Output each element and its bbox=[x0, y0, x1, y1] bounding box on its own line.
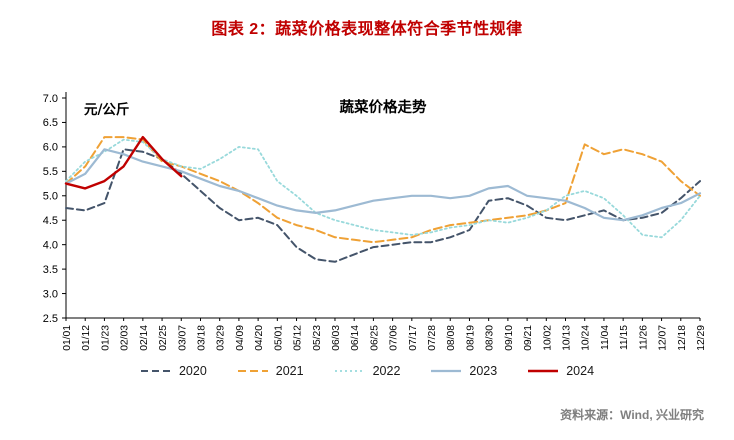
svg-text:02/25: 02/25 bbox=[158, 325, 169, 351]
svg-text:7.0: 7.0 bbox=[43, 93, 58, 105]
legend-line-sample-2020 bbox=[140, 370, 171, 372]
svg-text:05/01: 05/01 bbox=[273, 325, 284, 351]
legend-label-2021: 2021 bbox=[275, 364, 304, 378]
series-line-2021 bbox=[65, 136, 701, 244]
svg-text:6.0: 6.0 bbox=[43, 142, 58, 154]
legend-line-sample-2023 bbox=[431, 369, 462, 373]
svg-text:01/01: 01/01 bbox=[62, 325, 73, 351]
svg-text:01/12: 01/12 bbox=[81, 325, 92, 351]
svg-text:07/06: 07/06 bbox=[389, 325, 400, 351]
series-line-2022 bbox=[65, 138, 701, 239]
legend-line-sample-2024 bbox=[528, 369, 559, 373]
y-axis-unit-label: 元/公斤 bbox=[84, 101, 129, 118]
svg-text:2.5: 2.5 bbox=[43, 313, 58, 325]
svg-text:11/26: 11/26 bbox=[638, 325, 649, 350]
legend-item-2021: 2021 bbox=[237, 364, 304, 378]
svg-text:6.5: 6.5 bbox=[43, 117, 58, 129]
svg-text:12/18: 12/18 bbox=[677, 325, 688, 351]
svg-text:05/23: 05/23 bbox=[312, 325, 323, 351]
svg-text:11/15: 11/15 bbox=[619, 325, 630, 350]
svg-text:3.0: 3.0 bbox=[43, 288, 58, 300]
svg-text:10/02: 10/02 bbox=[542, 325, 553, 351]
svg-text:03/18: 03/18 bbox=[196, 325, 207, 351]
series-line-2024 bbox=[64, 135, 183, 190]
svg-text:05/12: 05/12 bbox=[293, 325, 304, 351]
svg-text:3.5: 3.5 bbox=[43, 264, 58, 276]
y-axis-labels: 2.5 3.0 3.5 4.0 4.5 5.0 5.5 6.0 6.5 7.0 bbox=[43, 93, 58, 325]
svg-text:4.0: 4.0 bbox=[43, 239, 58, 251]
data-source: 资料来源：Wind, 兴业研究 bbox=[560, 408, 704, 422]
svg-text:02/14: 02/14 bbox=[139, 325, 150, 351]
legend-label-2020: 2020 bbox=[178, 364, 207, 378]
svg-text:11/04: 11/04 bbox=[600, 325, 611, 350]
legend-line-sample-2021 bbox=[237, 370, 268, 372]
legend-label-2024: 2024 bbox=[566, 364, 595, 378]
svg-text:10/13: 10/13 bbox=[562, 325, 573, 351]
chart-title: 蔬菜价格走势 bbox=[340, 98, 427, 116]
svg-text:06/14: 06/14 bbox=[350, 325, 361, 351]
vegetable-price-chart: 元/公斤 蔬菜价格走势 2.5 3.0 3.5 4.0 4.5 5.0 5.5 6.0 6.5 7… bbox=[43, 92, 707, 351]
svg-text:06/25: 06/25 bbox=[369, 325, 380, 351]
axes bbox=[62, 92, 701, 321]
svg-text:07/17: 07/17 bbox=[408, 325, 419, 351]
svg-text:08/30: 08/30 bbox=[485, 325, 496, 351]
svg-text:06/03: 06/03 bbox=[331, 325, 342, 351]
svg-text:03/29: 03/29 bbox=[216, 325, 227, 351]
svg-text:10/24: 10/24 bbox=[581, 325, 592, 351]
svg-text:03/07: 03/07 bbox=[177, 325, 188, 351]
legend-item-2022: 2022 bbox=[334, 364, 401, 378]
svg-text:5.0: 5.0 bbox=[43, 191, 58, 203]
legend-item-2020: 2020 bbox=[140, 364, 207, 378]
svg-text:04/20: 04/20 bbox=[254, 325, 265, 351]
chart-caption: 图表 2：蔬菜价格表现整体符合季节性规律 bbox=[211, 21, 523, 38]
svg-text:04/09: 04/09 bbox=[235, 325, 246, 351]
x-axis-labels: 01/01 01/12 01/23 02/03 02/14 02/25 03/07 03/18… bbox=[62, 325, 707, 351]
legend-label-2023: 2023 bbox=[469, 364, 498, 378]
svg-text:4.5: 4.5 bbox=[43, 215, 58, 227]
legend-item-2023: 2023 bbox=[430, 364, 497, 378]
svg-text:08/08: 08/08 bbox=[446, 325, 457, 351]
svg-text:09/10: 09/10 bbox=[504, 325, 515, 351]
svg-text:01/23: 01/23 bbox=[100, 325, 111, 351]
chart-legend: 2020 2021 2022 2023 2024 bbox=[0, 364, 734, 378]
svg-text:12/07: 12/07 bbox=[658, 325, 669, 351]
svg-text:08/19: 08/19 bbox=[465, 325, 476, 351]
svg-text:5.5: 5.5 bbox=[43, 166, 58, 178]
svg-text:02/03: 02/03 bbox=[120, 325, 131, 351]
svg-text:07/28: 07/28 bbox=[427, 325, 438, 351]
svg-text:12/29: 12/29 bbox=[696, 325, 707, 351]
legend-label-2022: 2022 bbox=[372, 364, 401, 378]
legend-line-sample-2022 bbox=[334, 370, 365, 372]
legend-item-2024: 2024 bbox=[527, 364, 594, 378]
svg-text:09/21: 09/21 bbox=[523, 325, 534, 351]
